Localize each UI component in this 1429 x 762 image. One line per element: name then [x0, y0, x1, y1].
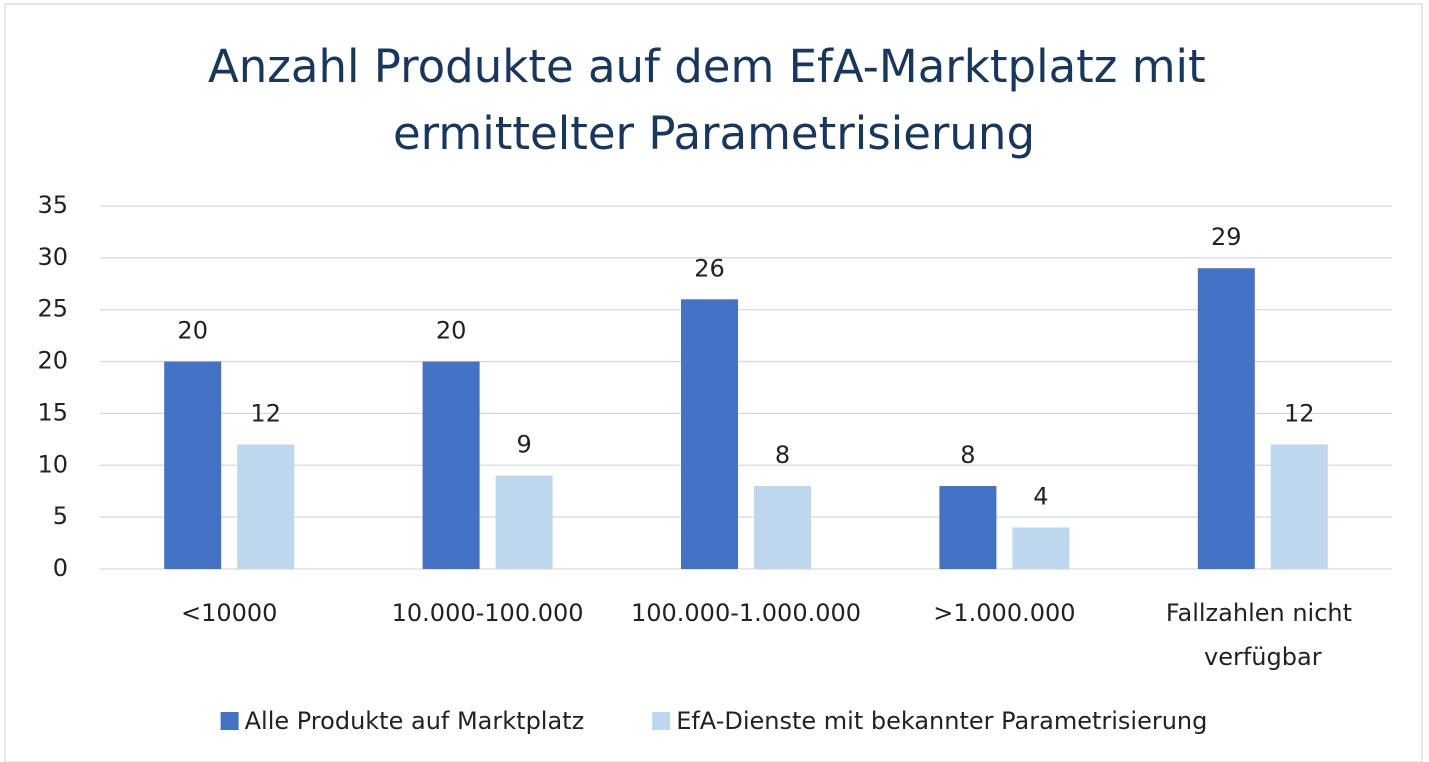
legend-label: Alle Produkte auf Marktplatz — [245, 707, 585, 735]
data-label: 12 — [250, 400, 281, 428]
data-label: 9 — [516, 431, 531, 459]
x-tick-label: 100.000-1.000.000 — [631, 599, 861, 627]
data-label: 4 — [1033, 483, 1048, 511]
data-label: 26 — [694, 254, 725, 282]
data-label: 12 — [1284, 400, 1315, 428]
legend-swatch — [220, 712, 239, 730]
bar — [1270, 444, 1328, 569]
y-tick-label: 25 — [37, 295, 68, 323]
bar — [1197, 268, 1255, 569]
y-tick-label: 20 — [37, 347, 68, 375]
x-tick-label: 10.000-100.000 — [392, 599, 584, 627]
y-tick-label: 5 — [53, 502, 68, 530]
data-label: 8 — [960, 441, 975, 469]
chart-title: Anzahl Produkte auf dem EfA-Marktplatz m… — [208, 40, 1220, 160]
y-tick-label: 0 — [53, 554, 68, 582]
bar — [1012, 527, 1070, 569]
x-tick-label: <10000 — [181, 599, 277, 627]
bar — [754, 486, 811, 569]
bar — [495, 475, 553, 569]
data-label: 20 — [436, 317, 467, 345]
y-tick-label: 10 — [37, 450, 68, 478]
legend-swatch — [652, 712, 671, 730]
data-label: 20 — [177, 317, 208, 345]
x-tick-label: Fallzahlen nicht verfügbar — [1166, 599, 1360, 671]
bar — [164, 361, 222, 569]
bar — [939, 486, 997, 569]
y-tick-label: 15 — [37, 398, 68, 426]
data-label: 8 — [775, 441, 790, 469]
bar — [422, 361, 480, 569]
data-label: 29 — [1211, 223, 1242, 251]
bar — [237, 444, 295, 569]
y-tick-label: 30 — [37, 243, 68, 271]
bar — [681, 299, 738, 569]
x-tick-label: >1.000.000 — [933, 599, 1075, 627]
legend-label: EfA-Dienste mit bekannter Parametrisieru… — [676, 707, 1207, 735]
y-tick-label: 35 — [37, 191, 68, 219]
